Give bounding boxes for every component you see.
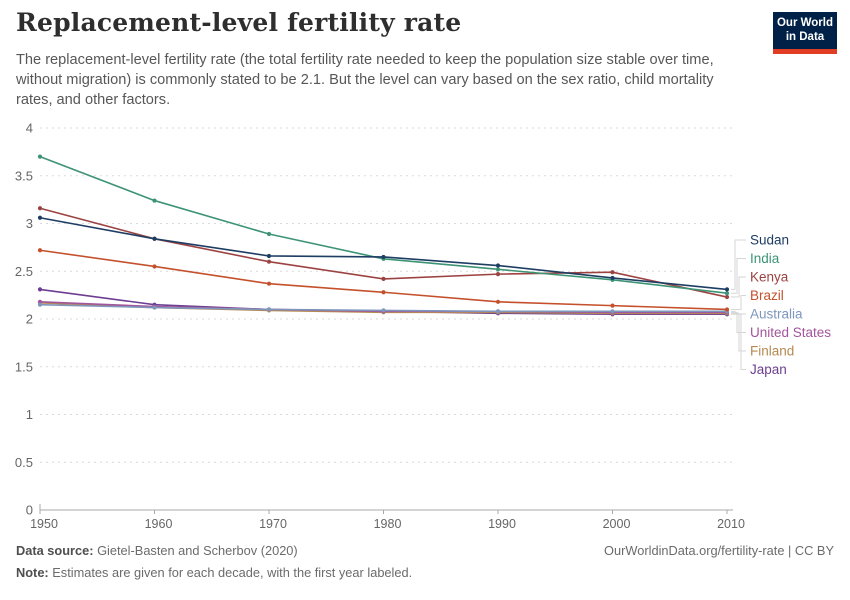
series-point-sudan[interactable]	[152, 236, 157, 241]
x-tick-label: 1950	[30, 517, 58, 531]
series-point-sudan[interactable]	[610, 275, 615, 281]
y-tick-label: 1.5	[15, 359, 33, 374]
series-point-sudan[interactable]	[381, 254, 386, 260]
series-point-brazil[interactable]	[724, 307, 730, 312]
series-point-brazil[interactable]	[381, 290, 386, 295]
line-chart-canvas: 0 0.5 1 1.5 2 2.5 3 3.5 4 1950 1960 1970 1980 1990 200…	[15, 121, 831, 532]
y-tick-label: 1	[26, 407, 33, 422]
legend-label-india[interactable]: India	[750, 251, 780, 266]
y-tick-label: 2.5	[15, 264, 33, 279]
series-point-kenya[interactable]	[381, 276, 386, 281]
note-label: Note:	[16, 565, 49, 580]
owid-logo-line1: Our World	[776, 17, 833, 29]
series-point-australia[interactable]	[266, 307, 272, 312]
series-point-kenya[interactable]	[495, 272, 501, 277]
legend-leader-line	[731, 276, 746, 298]
legend-leader-line	[731, 313, 746, 370]
x-tick-label: 1970	[259, 517, 287, 531]
series-point-sudan[interactable]	[724, 287, 730, 292]
series-point-sudan[interactable]	[495, 263, 501, 268]
owid-logo-line2: in Data	[785, 30, 825, 43]
series-point-brazil[interactable]	[610, 303, 615, 308]
owid-logo[interactable]: Our World in Data	[773, 12, 837, 54]
legend-label-finland[interactable]: Finland	[750, 344, 794, 359]
x-tick-label: 2000	[603, 517, 631, 531]
series-point-australia[interactable]	[152, 305, 157, 310]
credit-link[interactable]: OurWorldinData.org/fertility-rate | CC B…	[604, 543, 834, 558]
owid-logo-stripe	[773, 48, 837, 54]
legend-leader-line	[731, 312, 746, 352]
owid-logo-box: Our World in Data	[773, 12, 837, 49]
y-tick-label: 3	[26, 216, 33, 231]
series-point-kenya[interactable]	[610, 270, 615, 275]
note-line: Note: Estimates are given for each decad…	[16, 565, 412, 580]
series-point-australia[interactable]	[381, 308, 386, 313]
series-point-kenya[interactable]	[266, 259, 272, 264]
legend-label-brazil[interactable]: Brazil	[750, 288, 784, 303]
series-point-australia[interactable]	[610, 309, 615, 314]
series-line-india[interactable]	[39, 155, 728, 295]
series-point-india[interactable]	[266, 231, 272, 237]
series-point-brazil[interactable]	[266, 281, 272, 286]
legend-label-japan[interactable]: Japan	[750, 362, 787, 377]
series-point-india[interactable]	[37, 154, 43, 159]
series-point-kenya[interactable]	[724, 294, 730, 300]
x-tick-label: 2010	[717, 517, 745, 531]
series-point-australia[interactable]	[495, 309, 501, 314]
series-point-brazil[interactable]	[495, 299, 501, 304]
series-point-kenya[interactable]	[37, 206, 43, 211]
chart-subtitle: The replacement-level fertility rate (th…	[16, 52, 714, 109]
series-point-brazil[interactable]	[152, 264, 157, 269]
legend-leader-line	[731, 295, 746, 310]
legend-leader-line	[731, 258, 746, 294]
legend-label-sudan[interactable]: Sudan	[750, 233, 789, 248]
note-text: Estimates are given for each decade, wit…	[48, 565, 413, 580]
fertility-chart: 0 0.5 1 1.5 2 2.5 3 3.5 4 1950 1960 1970 1980 1990 200…	[0, 110, 850, 560]
series-line-kenya[interactable]	[39, 207, 728, 298]
x-tick-label: 1980	[374, 517, 402, 531]
series-point-sudan[interactable]	[266, 253, 272, 259]
data-source-text: Gietel-Basten and Scherbov (2020)	[93, 543, 298, 558]
series-point-india[interactable]	[495, 267, 501, 272]
legend-leader-line	[731, 239, 746, 290]
series-point-india[interactable]	[152, 198, 157, 203]
series-point-australia[interactable]	[37, 302, 43, 307]
data-source-line: Data source: Gietel-Basten and Scherbov …	[16, 543, 298, 558]
series-point-sudan[interactable]	[37, 215, 43, 220]
y-tick-label: 0	[26, 503, 33, 518]
legend-label-united-states[interactable]: United States	[750, 325, 831, 340]
y-tick-label: 3.5	[15, 168, 33, 183]
series-point-japan[interactable]	[37, 287, 43, 292]
y-tick-label: 0.5	[15, 455, 33, 470]
series-point-india[interactable]	[724, 291, 730, 296]
chart-footer: Data source: Gietel-Basten and Scherbov …	[16, 543, 834, 587]
page-title: Replacement-level fertility rate	[16, 8, 462, 37]
y-tick-label: 4	[26, 121, 33, 136]
x-tick-label: 1960	[145, 517, 173, 531]
x-tick-label: 1990	[488, 517, 516, 531]
legend-label-australia[interactable]: Australia	[750, 307, 803, 322]
series-point-brazil[interactable]	[37, 248, 43, 253]
data-source-label: Data source:	[16, 543, 94, 558]
legend-label-kenya[interactable]: Kenya	[750, 270, 789, 285]
y-tick-label: 2	[26, 312, 33, 327]
